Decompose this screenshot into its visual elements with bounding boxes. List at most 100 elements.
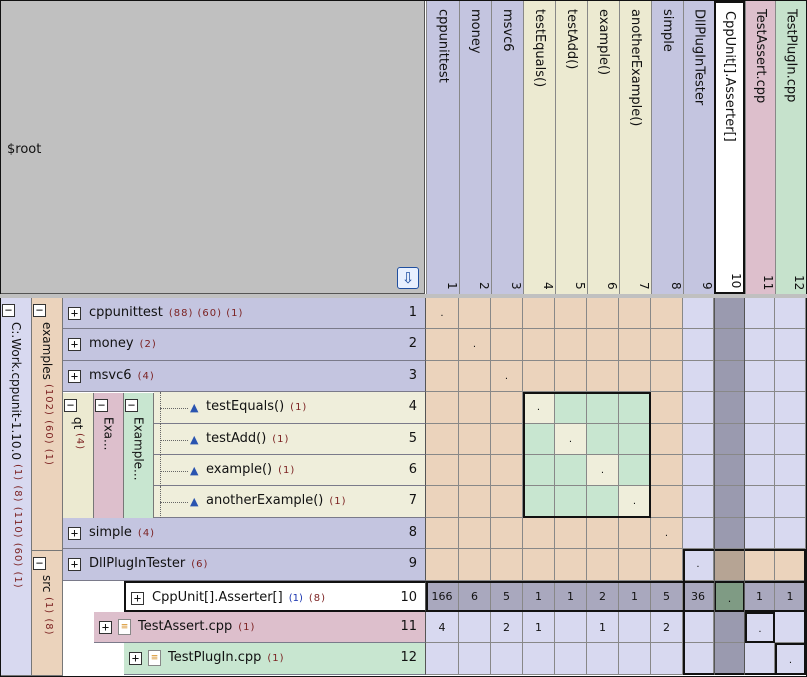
- matrix-cell[interactable]: [491, 455, 523, 486]
- splitter-left[interactable]: [0, 294, 426, 298]
- matrix-cell[interactable]: [714, 612, 745, 643]
- expand-toggle[interactable]: +: [131, 591, 144, 605]
- collapse-toggle[interactable]: −: [2, 304, 15, 317]
- matrix-cell[interactable]: 166: [426, 581, 459, 612]
- expand-toggle[interactable]: +: [68, 526, 81, 540]
- matrix-cell[interactable]: .: [426, 298, 459, 329]
- matrix-cell[interactable]: [714, 424, 745, 455]
- matrix-cell[interactable]: [619, 329, 651, 361]
- matrix-cell[interactable]: [587, 518, 619, 549]
- matrix-cell[interactable]: [714, 329, 745, 361]
- matrix-cell[interactable]: [459, 361, 491, 392]
- matrix-cell[interactable]: 1: [587, 612, 619, 643]
- matrix-cell[interactable]: [491, 298, 523, 329]
- matrix-cell[interactable]: [555, 643, 587, 675]
- matrix-cell[interactable]: [426, 486, 459, 518]
- matrix-cell[interactable]: [587, 298, 619, 329]
- down-arrow-icon[interactable]: ⇩: [397, 267, 419, 289]
- tree-leaf-row[interactable]: ▲ example() (1) 6: [154, 455, 426, 486]
- tree-row[interactable]: + simple (4) 8: [63, 518, 426, 549]
- matrix-cell[interactable]: [491, 486, 523, 518]
- matrix-cell[interactable]: [523, 643, 555, 675]
- matrix-cell[interactable]: [555, 486, 587, 518]
- column-header-4[interactable]: testEquals() 4: [523, 1, 555, 294]
- tree-row[interactable]: + ≡ TestAssert.cpp (1) 11: [94, 612, 426, 643]
- collapse-toggle[interactable]: −: [125, 399, 138, 412]
- matrix-cell[interactable]: [651, 392, 683, 424]
- matrix-cell[interactable]: [523, 518, 555, 549]
- matrix-cell[interactable]: 4: [426, 612, 459, 643]
- matrix-cell[interactable]: [523, 298, 555, 329]
- matrix-cell[interactable]: [714, 518, 745, 549]
- matrix-cell[interactable]: .: [555, 424, 587, 455]
- matrix-cell[interactable]: [714, 549, 745, 581]
- matrix-cell[interactable]: [426, 424, 459, 455]
- expand-toggle[interactable]: +: [68, 369, 81, 383]
- matrix-cell[interactable]: [619, 361, 651, 392]
- matrix-cell[interactable]: [745, 518, 775, 549]
- matrix-cell[interactable]: [683, 518, 714, 549]
- matrix-cell[interactable]: 1: [619, 581, 651, 612]
- matrix-cell[interactable]: [459, 549, 491, 581]
- matrix-cell[interactable]: [745, 549, 775, 581]
- tree-row[interactable]: + DllPlugInTester (6) 9: [63, 549, 426, 581]
- matrix-cell[interactable]: 1: [523, 612, 555, 643]
- group-examples[interactable]: − examples (102) (60) (1): [32, 298, 63, 551]
- matrix-cell[interactable]: [683, 643, 714, 675]
- matrix-cell[interactable]: [745, 424, 775, 455]
- matrix-cell[interactable]: [459, 424, 491, 455]
- matrix-cell[interactable]: [619, 455, 651, 486]
- matrix-cell[interactable]: 6: [459, 581, 491, 612]
- matrix-cell[interactable]: [714, 455, 745, 486]
- collapse-toggle[interactable]: −: [95, 399, 108, 412]
- matrix-cell[interactable]: [459, 643, 491, 675]
- expand-toggle[interactable]: +: [68, 306, 81, 320]
- matrix-cell[interactable]: 1: [555, 581, 587, 612]
- tree-row[interactable]: + cppunittest (88) (60) (1) 1: [63, 298, 426, 329]
- matrix-cell[interactable]: [426, 518, 459, 549]
- matrix-cell[interactable]: .: [587, 455, 619, 486]
- matrix-cell[interactable]: 2: [651, 612, 683, 643]
- matrix-cell[interactable]: [555, 361, 587, 392]
- matrix-cell[interactable]: [459, 612, 491, 643]
- tree-row[interactable]: + ≡ TestPlugIn.cpp (1) 12: [124, 643, 426, 675]
- matrix-cell[interactable]: [587, 424, 619, 455]
- matrix-cell[interactable]: [491, 643, 523, 675]
- matrix-cell[interactable]: 2: [491, 612, 523, 643]
- matrix-cell[interactable]: [651, 298, 683, 329]
- column-header-3[interactable]: msvc6 3: [491, 1, 523, 294]
- matrix-cell[interactable]: [555, 518, 587, 549]
- matrix-cell[interactable]: [426, 392, 459, 424]
- matrix-cell[interactable]: [683, 298, 714, 329]
- tree-leaf-row[interactable]: ▲ anotherExample() (1) 7: [154, 486, 426, 518]
- matrix-cell[interactable]: [714, 361, 745, 392]
- matrix-cell[interactable]: [491, 329, 523, 361]
- matrix-cell[interactable]: [683, 486, 714, 518]
- matrix-cell[interactable]: [459, 298, 491, 329]
- matrix-cell[interactable]: [775, 361, 806, 392]
- matrix-cell[interactable]: [619, 518, 651, 549]
- column-header-11[interactable]: TestAssert.cpp 11: [745, 1, 775, 294]
- matrix-cell[interactable]: 5: [491, 581, 523, 612]
- matrix-cell[interactable]: [745, 455, 775, 486]
- column-header-12[interactable]: TestPlugIn.cpp 12: [775, 1, 806, 294]
- matrix-cell[interactable]: [651, 455, 683, 486]
- group-qt[interactable]: − qt (4): [63, 393, 94, 519]
- matrix-cell[interactable]: [619, 643, 651, 675]
- column-header-10[interactable]: CppUnit[].Asserter[] 10: [714, 1, 745, 294]
- matrix-cell[interactable]: [683, 361, 714, 392]
- expand-toggle[interactable]: +: [68, 338, 81, 351]
- matrix-cell[interactable]: .: [651, 518, 683, 549]
- matrix-cell[interactable]: [775, 424, 806, 455]
- matrix-cell[interactable]: [683, 424, 714, 455]
- matrix-cell[interactable]: [491, 424, 523, 455]
- matrix-cell[interactable]: 1: [745, 581, 775, 612]
- matrix-cell[interactable]: [555, 612, 587, 643]
- matrix-cell[interactable]: [775, 549, 806, 581]
- matrix-cell[interactable]: [523, 329, 555, 361]
- tree-leaf-row[interactable]: ▲ testEquals() (1) 4: [154, 392, 426, 424]
- column-header-2[interactable]: money 2: [459, 1, 491, 294]
- matrix-cell[interactable]: 5: [651, 581, 683, 612]
- matrix-cell[interactable]: [745, 392, 775, 424]
- matrix-cell[interactable]: [683, 392, 714, 424]
